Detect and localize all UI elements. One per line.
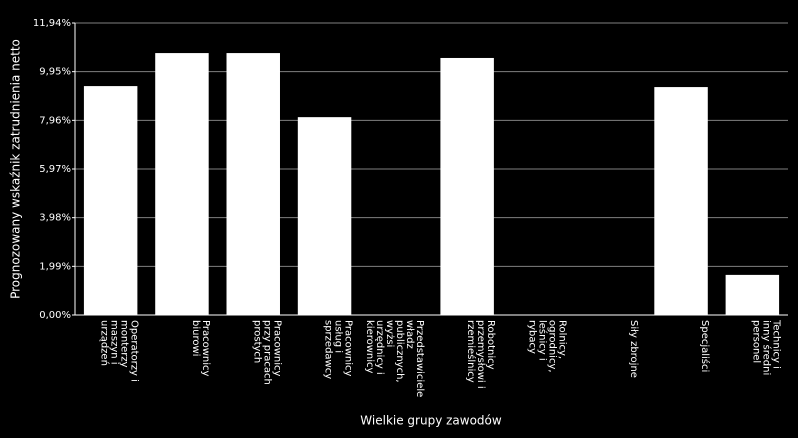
x-tick-label: Siły zbrojne xyxy=(627,320,639,378)
x-tick-label: Pracownicy przy pracach prostych xyxy=(251,320,283,385)
x-tick-label: Operatorzy i monterzy maszyn i urządzeń xyxy=(98,320,140,382)
bar xyxy=(297,117,352,315)
bar xyxy=(155,53,209,315)
x-tick-label: Pracownicy usług i sprzedawcy xyxy=(322,320,354,380)
x-tick-label: Rolnicy, ogrodnicy, leśnicy i rybacy xyxy=(526,320,568,373)
y-tick-label: 0,00% xyxy=(39,310,71,321)
y-tick-label: 3,98% xyxy=(39,213,71,224)
bar xyxy=(725,274,780,315)
x-tick-label: Robotnicy przemysłowi i rzemieślnicy xyxy=(465,320,497,389)
x-tick-label: Technicy i inny średni personel xyxy=(750,320,782,376)
x-tick-label: Przedstawiciele władz publicznych, wyżsi… xyxy=(363,320,425,398)
y-tick-label: 9,95% xyxy=(39,67,71,78)
bar xyxy=(654,87,708,315)
bar xyxy=(226,53,280,315)
y-tick-label: 1,99% xyxy=(39,261,71,272)
x-tick-label: Pracownicy biurowi xyxy=(189,320,211,377)
y-tick-label: 11,94% xyxy=(33,18,71,29)
y-tick-label: 7,96% xyxy=(39,115,71,126)
x-tick-label: Specjaliści xyxy=(699,320,711,373)
x-axis-title: Wielkie grupy zawodów xyxy=(360,414,502,428)
y-axis-title: Prognozowany wskaźnik zatrudnienia netto xyxy=(9,39,23,299)
y-tick-label: 5,97% xyxy=(39,164,71,175)
bar xyxy=(440,57,494,315)
bar xyxy=(83,86,138,315)
